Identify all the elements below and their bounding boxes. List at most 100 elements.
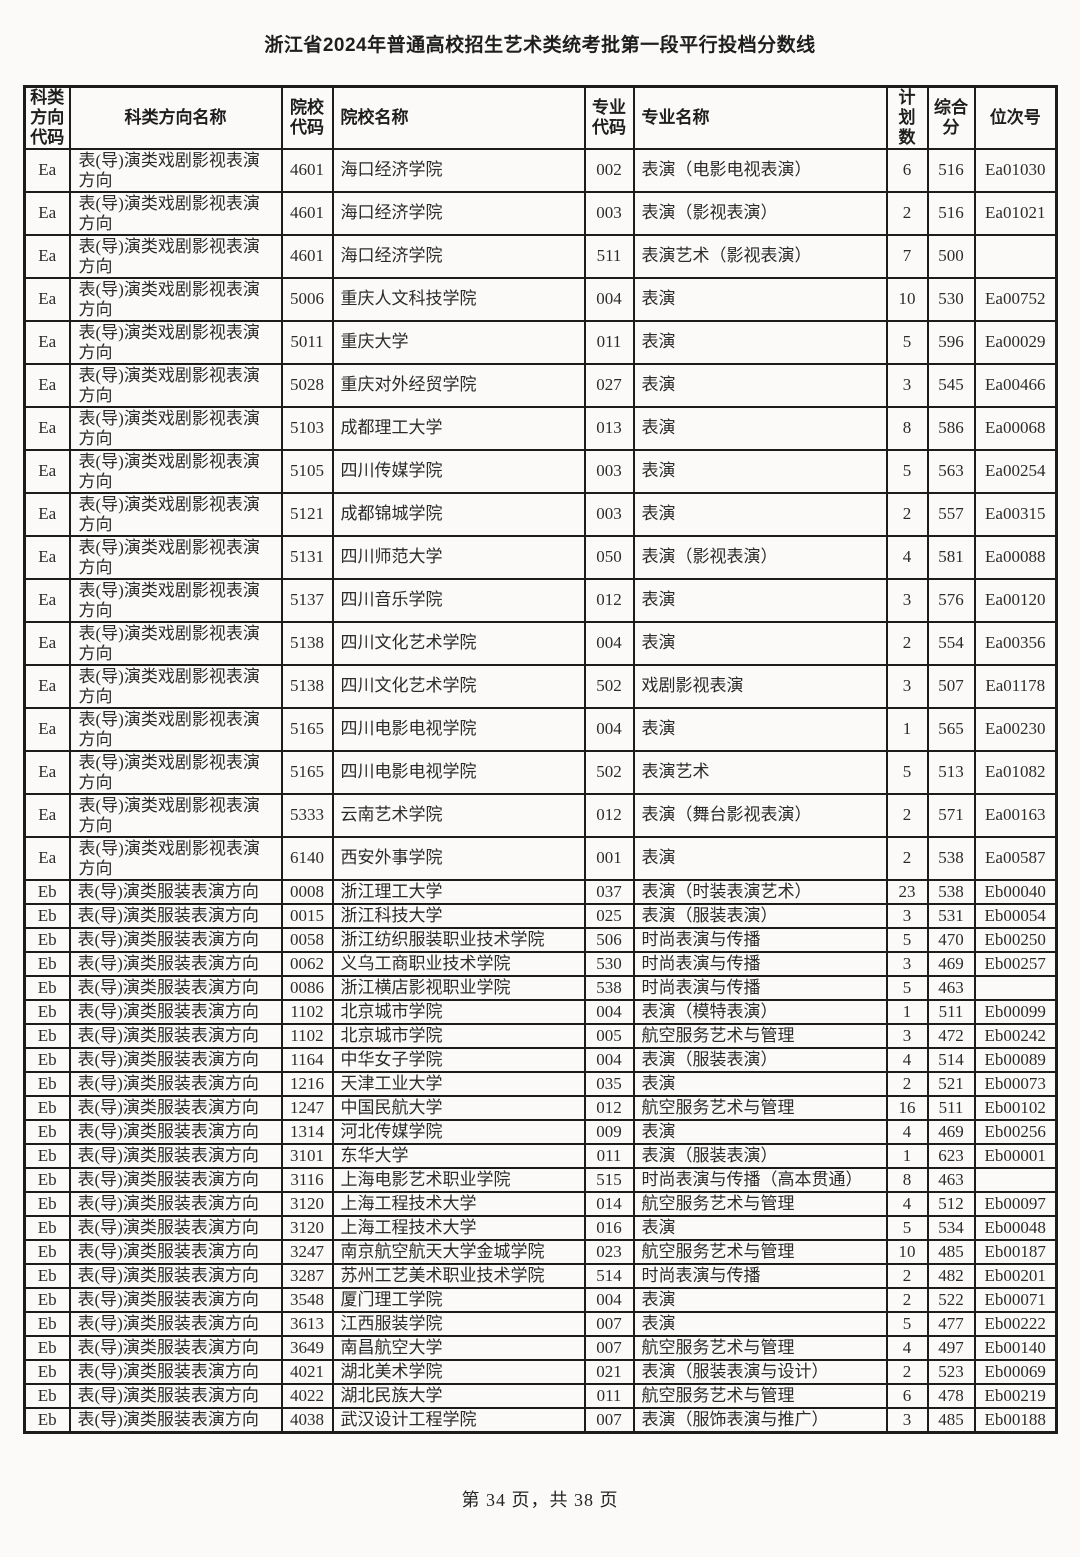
cell-category-direction-name: 表(导)演类服装表演方向 <box>68 1191 283 1218</box>
cell-college-name: 四川师范大学 <box>331 535 586 581</box>
cell-category-direction-code: Eb <box>23 1047 71 1074</box>
cell-category-direction-code: Eb <box>23 1311 71 1338</box>
cell-college-name: 重庆对外经贸学院 <box>331 363 586 409</box>
cell-college-name: 中国民航大学 <box>331 1095 586 1122</box>
cell-college-name: 成都锦城学院 <box>331 492 586 538</box>
cell-college-name: 江西服装学院 <box>331 1311 586 1338</box>
cell-rank-number: Eb00222 <box>973 1311 1058 1338</box>
cell-category-direction-code: Eb <box>23 1071 71 1098</box>
table-row: Eb 表(导)演类服装表演方向 1102 北京城市学院 005 航空服务艺术与管… <box>23 1023 1058 1050</box>
cell-rank-number: Eb00097 <box>973 1191 1058 1218</box>
cell-category-direction-code: Ea <box>23 320 71 366</box>
cell-plan-count: 3 <box>885 363 929 409</box>
cell-plan-count: 2 <box>885 191 929 237</box>
cell-category-direction-name: 表(导)演类戏剧影视表演方向 <box>68 750 283 796</box>
cell-plan-count: 8 <box>885 406 929 452</box>
cell-rank-number: Ea00029 <box>973 320 1058 366</box>
cell-college-code: 5165 <box>280 707 334 753</box>
table-row: Ea 表(导)演类戏剧影视表演方向 5028 重庆对外经贸学院 027 表演 3… <box>23 363 1058 409</box>
cell-plan-count: 2 <box>885 1287 929 1314</box>
cell-category-direction-code: Eb <box>23 1383 71 1410</box>
cell-college-code: 4601 <box>280 234 334 280</box>
cell-rank-number: Ea00315 <box>973 492 1058 538</box>
cell-composite-score: 565 <box>926 707 976 753</box>
cell-rank-number: Ea01178 <box>973 664 1058 710</box>
table-row: Eb 表(导)演类服装表演方向 4038 武汉设计工程学院 007 表演（服饰表… <box>23 1407 1058 1434</box>
cell-category-direction-code: Ea <box>23 148 71 194</box>
cell-major-name: 表演（服饰表演与推广） <box>632 1407 888 1434</box>
cell-college-name: 海口经济学院 <box>331 234 586 280</box>
cell-rank-number: Eb00099 <box>973 999 1058 1026</box>
cell-major-code: 001 <box>583 836 635 882</box>
cell-college-name: 北京城市学院 <box>331 999 586 1026</box>
cell-college-name: 东华大学 <box>331 1143 586 1170</box>
cell-college-code: 5333 <box>280 793 334 839</box>
cell-category-direction-name: 表(导)演类服装表演方向 <box>68 1071 283 1098</box>
cell-major-name: 表演艺术（影视表演） <box>632 234 888 280</box>
cell-college-name: 浙江纺织服装职业技术学院 <box>331 927 586 954</box>
cell-rank-number: Ea00230 <box>973 707 1058 753</box>
cell-major-code: 506 <box>583 927 635 954</box>
cell-major-name: 表演 <box>632 1119 888 1146</box>
cell-college-name: 海口经济学院 <box>331 191 586 237</box>
cell-rank-number: Eb00257 <box>973 951 1058 978</box>
cell-major-code: 025 <box>583 903 635 930</box>
cell-college-code: 5138 <box>280 621 334 667</box>
cell-major-name: 时尚表演与传播 <box>632 927 888 954</box>
cell-composite-score: 507 <box>926 664 976 710</box>
table-row: Eb 表(导)演类服装表演方向 0062 义乌工商职业技术学院 530 时尚表演… <box>23 951 1058 978</box>
table-row: Eb 表(导)演类服装表演方向 3101 东华大学 011 表演（服装表演） 1… <box>23 1143 1058 1170</box>
cell-rank-number: Ea00356 <box>973 621 1058 667</box>
cell-category-direction-name: 表(导)演类戏剧影视表演方向 <box>68 148 283 194</box>
cell-category-direction-code: Eb <box>23 1359 71 1386</box>
cell-rank-number: Ea00088 <box>973 535 1058 581</box>
cell-category-direction-code: Eb <box>23 1263 71 1290</box>
cell-rank-number: Ea01082 <box>973 750 1058 796</box>
table-row: Ea 表(导)演类戏剧影视表演方向 4601 海口经济学院 511 表演艺术（影… <box>23 234 1058 280</box>
cell-category-direction-code: Eb <box>23 999 71 1026</box>
header-college-name: 院校名称 <box>331 85 586 151</box>
cell-category-direction-name: 表(导)演类服装表演方向 <box>68 1383 283 1410</box>
cell-rank-number: Ea00466 <box>973 363 1058 409</box>
cell-composite-score: 513 <box>926 750 976 796</box>
cell-plan-count: 5 <box>885 750 929 796</box>
table-row: Ea 表(导)演类戏剧影视表演方向 5138 四川文化艺术学院 502 戏剧影视… <box>23 664 1058 710</box>
cell-category-direction-code: Eb <box>23 1215 71 1242</box>
cell-college-code: 4022 <box>280 1383 334 1410</box>
cell-major-code: 035 <box>583 1071 635 1098</box>
cell-college-code: 4601 <box>280 191 334 237</box>
cell-category-direction-code: Ea <box>23 277 71 323</box>
header-major-name: 专业名称 <box>632 85 888 151</box>
cell-college-name: 云南艺术学院 <box>331 793 586 839</box>
cell-major-code: 011 <box>583 1383 635 1410</box>
cell-plan-count: 4 <box>885 1335 929 1362</box>
cell-college-code: 5028 <box>280 363 334 409</box>
cell-category-direction-code: Ea <box>23 793 71 839</box>
cell-college-code: 5137 <box>280 578 334 624</box>
cell-major-name: 表演（电影电视表演） <box>632 148 888 194</box>
cell-major-name: 时尚表演与传播 <box>632 975 888 1002</box>
cell-composite-score: 482 <box>926 1263 976 1290</box>
cell-category-direction-code: Eb <box>23 1023 71 1050</box>
cell-major-code: 538 <box>583 975 635 1002</box>
cell-category-direction-name: 表(导)演类戏剧影视表演方向 <box>68 836 283 882</box>
cell-major-name: 航空服务艺术与管理 <box>632 1095 888 1122</box>
cell-college-name: 上海工程技术大学 <box>331 1215 586 1242</box>
table-row: Eb 表(导)演类服装表演方向 0015 浙江科技大学 025 表演（服装表演）… <box>23 903 1058 930</box>
cell-category-direction-code: Eb <box>23 1239 71 1266</box>
cell-major-name: 表演（服装表演与设计） <box>632 1359 888 1386</box>
cell-rank-number: Eb00102 <box>973 1095 1058 1122</box>
page-title: 浙江省2024年普通高校招生艺术类统考批第一段平行投档分数线 <box>264 35 816 56</box>
cell-composite-score: 472 <box>926 1023 976 1050</box>
cell-major-code: 004 <box>583 621 635 667</box>
cell-major-code: 003 <box>583 492 635 538</box>
cell-college-name: 浙江理工大学 <box>331 879 586 906</box>
cell-plan-count: 5 <box>885 927 929 954</box>
cell-category-direction-code: Eb <box>23 1119 71 1146</box>
cell-rank-number: Eb00073 <box>973 1071 1058 1098</box>
table-row: Ea 表(导)演类戏剧影视表演方向 5165 四川电影电视学院 502 表演艺术… <box>23 750 1058 796</box>
cell-major-code: 004 <box>583 277 635 323</box>
cell-plan-count: 6 <box>885 148 929 194</box>
cell-category-direction-code: Ea <box>23 621 71 667</box>
cell-category-direction-code: Ea <box>23 750 71 796</box>
